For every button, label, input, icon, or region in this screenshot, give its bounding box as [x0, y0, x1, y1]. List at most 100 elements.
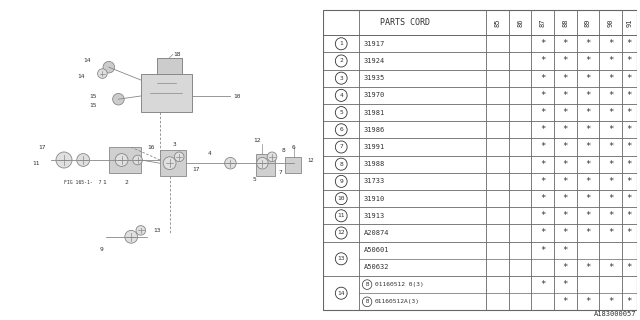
- Text: 31970: 31970: [364, 92, 385, 98]
- Text: *: *: [540, 280, 545, 289]
- Text: *: *: [563, 125, 568, 134]
- Circle shape: [163, 157, 176, 170]
- Text: A50601: A50601: [364, 247, 390, 253]
- Text: *: *: [585, 160, 591, 169]
- Text: 31935: 31935: [364, 75, 385, 81]
- Text: PARTS CORD: PARTS CORD: [380, 18, 429, 27]
- Text: *: *: [585, 125, 591, 134]
- Text: 8: 8: [282, 148, 285, 153]
- Text: 31733: 31733: [364, 178, 385, 184]
- Text: 14: 14: [83, 58, 91, 63]
- Text: 18: 18: [173, 52, 180, 57]
- Text: *: *: [627, 228, 632, 237]
- Text: 31981: 31981: [364, 109, 385, 116]
- Text: *: *: [585, 56, 591, 66]
- Text: 88: 88: [563, 18, 568, 27]
- Text: *: *: [563, 108, 568, 117]
- Text: *: *: [627, 194, 632, 203]
- Text: *: *: [627, 91, 632, 100]
- Text: FIG 165-1-  7: FIG 165-1- 7: [64, 180, 101, 185]
- Text: *: *: [540, 108, 545, 117]
- Text: 31913: 31913: [364, 213, 385, 219]
- Text: *: *: [563, 297, 568, 306]
- Text: *: *: [540, 56, 545, 66]
- Text: *: *: [627, 297, 632, 306]
- Text: 10: 10: [234, 93, 241, 99]
- Text: *: *: [540, 194, 545, 203]
- Text: 9: 9: [99, 247, 103, 252]
- Text: 2: 2: [339, 59, 343, 63]
- Text: A20874: A20874: [364, 230, 390, 236]
- Text: *: *: [540, 39, 545, 48]
- Circle shape: [133, 155, 143, 165]
- Text: 7: 7: [278, 170, 282, 175]
- Text: 31991: 31991: [364, 144, 385, 150]
- Text: 5: 5: [339, 110, 343, 115]
- Text: 31924: 31924: [364, 58, 385, 64]
- Text: *: *: [585, 211, 591, 220]
- FancyBboxPatch shape: [285, 157, 301, 173]
- Text: *: *: [563, 142, 568, 151]
- Text: 3: 3: [339, 76, 343, 81]
- Circle shape: [174, 152, 184, 162]
- Circle shape: [268, 152, 277, 162]
- Text: 13: 13: [337, 256, 345, 261]
- Text: 17: 17: [38, 145, 46, 150]
- Text: *: *: [608, 228, 613, 237]
- Text: B: B: [365, 282, 369, 287]
- Text: 15: 15: [90, 103, 97, 108]
- Text: 14: 14: [77, 74, 84, 79]
- Text: *: *: [585, 263, 591, 272]
- Text: A183000057: A183000057: [595, 311, 637, 317]
- Text: *: *: [540, 177, 545, 186]
- FancyBboxPatch shape: [141, 74, 192, 112]
- Text: *: *: [608, 194, 613, 203]
- Text: *: *: [627, 125, 632, 134]
- Text: 6: 6: [339, 127, 343, 132]
- Circle shape: [77, 154, 90, 166]
- Text: *: *: [540, 74, 545, 83]
- Text: *: *: [627, 74, 632, 83]
- Text: 11: 11: [32, 161, 40, 166]
- Text: 86: 86: [517, 18, 523, 27]
- Text: *: *: [627, 39, 632, 48]
- Text: 01160512 0(3): 01160512 0(3): [375, 282, 424, 287]
- Circle shape: [98, 69, 108, 78]
- Text: 17: 17: [192, 167, 200, 172]
- FancyBboxPatch shape: [256, 154, 275, 176]
- Text: *: *: [627, 160, 632, 169]
- Text: 31986: 31986: [364, 127, 385, 133]
- Text: 87: 87: [540, 18, 546, 27]
- Text: *: *: [608, 56, 613, 66]
- Text: 12: 12: [337, 230, 345, 236]
- Text: *: *: [627, 177, 632, 186]
- Text: *: *: [540, 160, 545, 169]
- Text: 4: 4: [339, 93, 343, 98]
- Text: 89: 89: [585, 18, 591, 27]
- Text: 16: 16: [147, 145, 155, 150]
- Text: *: *: [563, 74, 568, 83]
- Circle shape: [56, 152, 72, 168]
- Text: *: *: [540, 228, 545, 237]
- Text: 12: 12: [253, 138, 260, 143]
- Text: *: *: [608, 108, 613, 117]
- Text: 1: 1: [102, 180, 106, 185]
- Text: *: *: [585, 228, 591, 237]
- Text: *: *: [563, 280, 568, 289]
- Text: A50632: A50632: [364, 264, 390, 270]
- Circle shape: [113, 93, 124, 105]
- Text: 91: 91: [627, 18, 632, 27]
- Text: *: *: [585, 297, 591, 306]
- Text: 90: 90: [607, 18, 614, 27]
- Text: *: *: [585, 177, 591, 186]
- Text: 14: 14: [337, 291, 345, 296]
- FancyBboxPatch shape: [160, 150, 186, 176]
- Text: 31910: 31910: [364, 196, 385, 202]
- Text: 31917: 31917: [364, 41, 385, 47]
- Text: 3: 3: [173, 141, 177, 147]
- Text: *: *: [608, 142, 613, 151]
- Text: *: *: [585, 142, 591, 151]
- Text: *: *: [608, 74, 613, 83]
- Circle shape: [115, 154, 128, 166]
- Text: 8: 8: [339, 162, 343, 167]
